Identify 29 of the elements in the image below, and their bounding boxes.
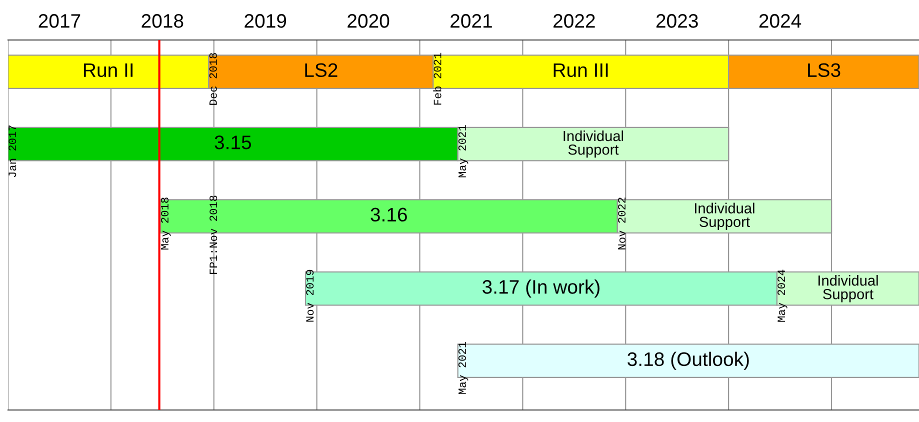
x-tick-label: 2022 xyxy=(554,14,595,28)
x-tick-label: 2017 xyxy=(38,14,80,28)
annotation: Nov 2022 xyxy=(618,198,626,250)
series-label: Individual Support xyxy=(818,275,878,302)
annotation: May 2018 xyxy=(160,198,171,250)
x-tick-label: 2024 xyxy=(759,14,802,28)
series-label: 3.17 (In work) xyxy=(482,280,600,298)
annotation: Jan 2017 xyxy=(8,125,16,178)
series-label: LS2 xyxy=(305,63,338,78)
x-tick-label: 2021 xyxy=(450,14,492,28)
series-label: 3.18 (Outlook) xyxy=(628,352,749,370)
series-label: Individual Support xyxy=(564,130,624,158)
x-tick-label: 2019 xyxy=(244,14,286,28)
series-label: 3.16 xyxy=(370,208,407,222)
annotation: May 2024 xyxy=(778,270,788,322)
x-tick-label: 2023 xyxy=(656,14,698,28)
annotation: Nov 2019 xyxy=(306,270,314,322)
series-label: LS3 xyxy=(808,63,840,78)
annotation: Feb 2021 xyxy=(433,52,442,105)
annotation: FP1:Nov 2018 xyxy=(210,196,218,274)
series-label: Run III xyxy=(554,63,608,78)
series-label: Individual Support xyxy=(694,202,754,230)
series-label: Run II xyxy=(84,63,133,78)
annotation: Dec 2018 xyxy=(209,53,217,105)
x-tick-label: 2018 xyxy=(142,14,184,28)
annotation: May 2021 xyxy=(458,125,468,178)
series-label: 3.15 xyxy=(214,136,252,150)
annotation: May 2021 xyxy=(458,342,468,394)
x-tick-label: 2020 xyxy=(348,14,390,28)
